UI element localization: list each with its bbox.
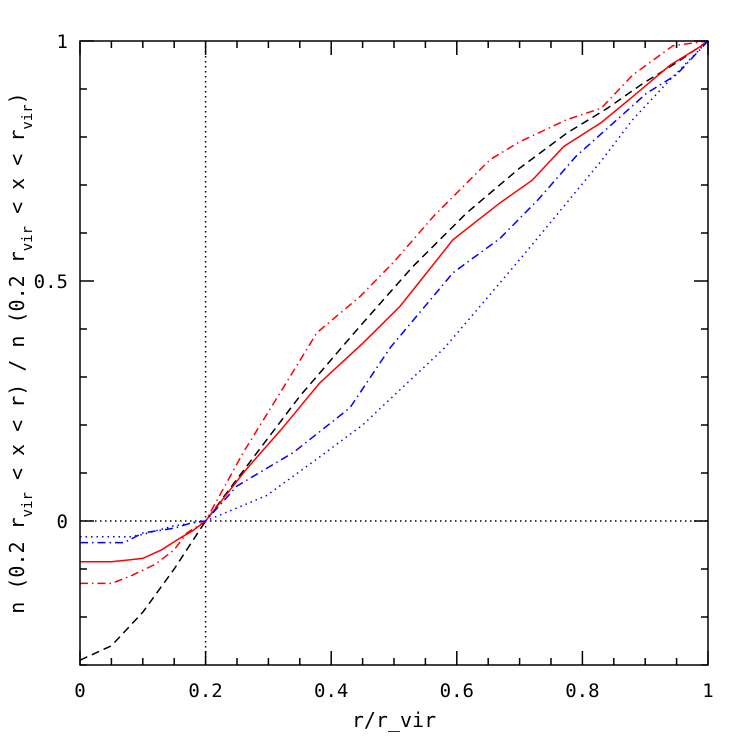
y-tick-label: 0.5: [34, 271, 68, 293]
x-tick-label: 0.8: [565, 680, 599, 702]
subscript: vir: [20, 492, 36, 517]
ticks: [79, 40, 709, 666]
subscript: vir: [20, 104, 36, 129]
series-line-1-solid: [80, 40, 709, 563]
x-tick-label: 0.4: [314, 680, 348, 702]
x-axis-label: r/r_vir: [352, 708, 436, 732]
label-text: < x < r: [5, 130, 29, 226]
y-tick-label: 0: [57, 511, 68, 533]
y-axis-label: n (0.2 rvir < x < r) / n (0.2 rvir < x <…: [5, 92, 36, 613]
series-line-4-dotted: [80, 40, 709, 538]
series-group: [79, 40, 709, 661]
plot-frame: [79, 40, 709, 666]
x-tick-label: 0.2: [188, 680, 222, 702]
x-tick-label: 1: [702, 680, 713, 702]
label-text: < x < r) / n (0.2 r: [5, 251, 29, 492]
reference-lines: [80, 41, 708, 665]
series-line-3-dashdot: [80, 40, 709, 544]
subscript: vir: [20, 226, 36, 251]
x-tick-label: 0.6: [440, 680, 474, 702]
series-line-0-dashed: [79, 40, 709, 661]
label-text: ): [5, 92, 29, 104]
x-tick-label: 0: [74, 680, 85, 702]
y-tick-label: 1: [57, 31, 68, 53]
series-line-2-dashdot: [80, 40, 709, 585]
tick-labels: 0 0.2 0.4 0.6 0.8 1 0 0.5 1: [34, 31, 714, 702]
label-text: n (0.2 r: [5, 517, 29, 613]
